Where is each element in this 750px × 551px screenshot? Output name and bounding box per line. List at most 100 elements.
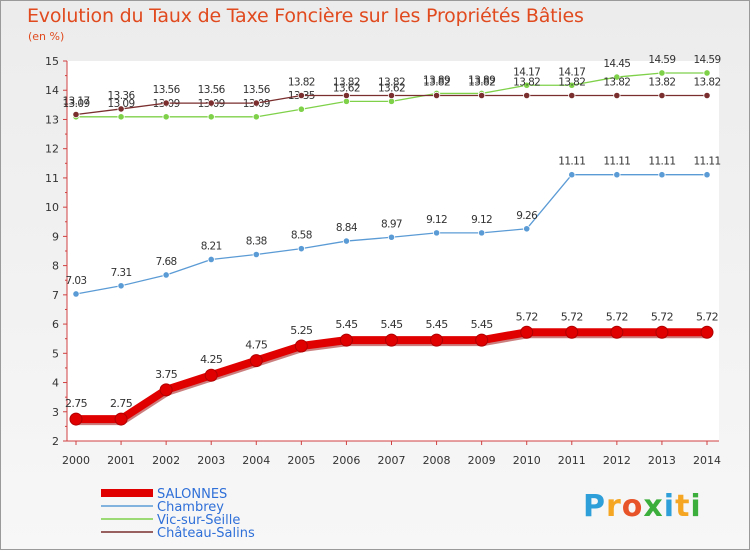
data-label: 13.82 [648,76,675,88]
data-point [475,333,489,347]
logo-letter: i [663,489,676,524]
data-point [294,339,308,353]
data-point [297,245,305,253]
data-label: 13.36 [108,90,136,102]
data-point [523,81,531,89]
y-tick-label: 12 [45,143,59,156]
logo-letter: o [621,489,644,524]
data-label: 2.75 [65,397,88,410]
x-tick-label: 2008 [423,454,451,467]
y-tick-label: 10 [45,201,59,214]
data-label: 13.82 [423,76,450,88]
data-label: 13.89 [423,74,450,86]
data-point [387,91,396,100]
data-label: 7.31 [111,267,132,279]
x-tick-label: 2001 [107,454,135,467]
data-label: 13.09 [108,98,135,110]
proxiti-logo: Proxiti [583,489,702,524]
data-point [432,91,441,100]
data-label: 5.72 [516,310,538,323]
x-tick-label: 2011 [558,454,586,467]
x-tick-label: 2006 [332,454,360,467]
y-tick-label: 9 [52,230,59,243]
x-tick-label: 2010 [513,454,541,467]
data-label: 5.72 [651,310,673,323]
data-point [430,333,444,347]
data-point [207,99,215,107]
legend-label: Château-Salins [157,526,255,541]
chart-title: Evolution du Taux de Taxe Foncière sur l… [27,5,584,27]
data-point [523,91,531,100]
data-label: 13.62 [378,82,405,94]
data-point [700,325,714,339]
data-point [568,91,576,100]
data-label: 8.84 [336,222,358,234]
logo-letter: t [675,489,691,524]
data-point [703,69,711,77]
data-label: 8.21 [201,240,222,252]
data-point [568,171,576,179]
data-point [162,113,170,121]
x-tick-label: 2002 [152,454,180,467]
data-point [117,105,125,113]
data-label: 13.82 [333,76,360,88]
data-point [610,325,624,339]
logo-letter: i [690,489,702,524]
data-label: 13.82 [603,76,630,88]
data-label: 9.26 [516,210,538,222]
data-label: 5.72 [696,310,718,323]
data-point [339,333,353,347]
data-point [117,113,125,121]
x-tick-label: 2014 [693,454,721,467]
data-label: 14.17 [558,66,585,78]
data-label: 5.45 [335,318,358,331]
data-point [252,250,260,259]
y-tick-label: 3 [52,406,59,419]
data-label: 13.82 [468,76,495,88]
data-label: 14.17 [513,66,540,78]
data-point [387,233,396,241]
y-tick-label: 15 [45,55,59,68]
data-label: 5.45 [380,318,403,331]
data-label: 4.75 [245,339,268,352]
data-label: 11.11 [603,156,630,168]
x-tick-label: 2007 [378,454,406,467]
data-label: 13.56 [198,84,226,96]
data-point [523,225,531,233]
x-tick-label: 2012 [603,454,631,467]
data-label: 5.45 [426,318,449,331]
data-point [252,113,260,121]
logo-letter: P [583,489,606,524]
data-point [72,110,80,119]
data-point [207,113,215,121]
data-point [207,255,215,264]
data-point [342,237,351,245]
data-label: 8.38 [246,236,267,248]
data-point [69,412,83,426]
data-point [658,91,666,100]
data-label: 13.89 [468,74,495,86]
data-label: 2.75 [110,397,133,410]
data-label: 13.82 [288,76,315,88]
data-label: 7.68 [156,256,177,268]
legend-label: Chambrey [157,500,224,515]
data-point [162,99,170,107]
legend-label: SALONNES [157,487,227,502]
data-label: 14.59 [648,54,675,66]
data-point [478,229,486,237]
data-point [342,97,351,105]
data-label: 13.82 [513,76,540,88]
data-label: 5.25 [290,324,313,337]
data-point [72,290,80,298]
y-tick-label: 5 [52,347,59,360]
data-point [159,383,173,397]
data-point [204,368,218,382]
x-tick-label: 2000 [62,454,90,467]
data-label: 13.56 [243,84,271,96]
y-tick-label: 7 [52,289,59,302]
data-label: 13.82 [558,76,585,88]
y-tick-label: 8 [52,260,59,273]
data-point [613,73,621,81]
data-label: 11.11 [648,156,675,168]
